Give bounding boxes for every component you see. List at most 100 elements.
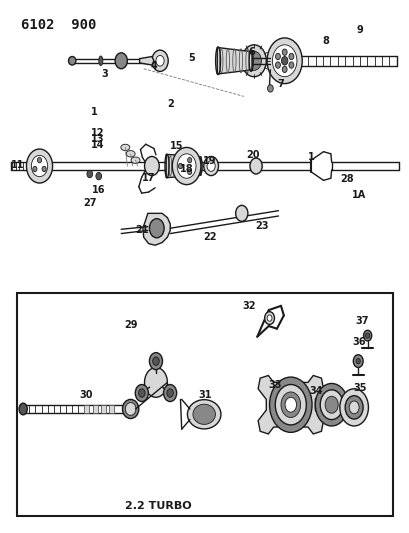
Ellipse shape [187, 400, 220, 429]
Circle shape [163, 384, 176, 401]
Circle shape [135, 384, 148, 401]
Text: 30: 30 [80, 390, 93, 400]
Circle shape [281, 66, 286, 72]
Polygon shape [217, 47, 252, 74]
Text: 1: 1 [91, 107, 98, 117]
Circle shape [280, 392, 300, 417]
Text: 11: 11 [11, 160, 25, 171]
Text: 2: 2 [166, 99, 173, 109]
Circle shape [187, 157, 191, 163]
Circle shape [249, 158, 262, 174]
Circle shape [348, 401, 358, 414]
Circle shape [246, 51, 261, 70]
Circle shape [149, 219, 164, 238]
Circle shape [151, 50, 168, 71]
Circle shape [275, 53, 280, 60]
Circle shape [42, 166, 46, 172]
Circle shape [319, 390, 342, 419]
Text: 6: 6 [248, 47, 255, 57]
Text: 16: 16 [92, 185, 105, 195]
Circle shape [178, 164, 182, 168]
Circle shape [284, 397, 296, 412]
Circle shape [172, 148, 200, 184]
Text: 2.2 TURBO: 2.2 TURBO [124, 500, 191, 511]
Text: 37: 37 [355, 316, 368, 326]
Circle shape [177, 154, 196, 178]
Circle shape [266, 315, 271, 321]
Text: 34: 34 [309, 386, 322, 397]
Text: 33: 33 [268, 379, 281, 390]
Text: 36: 36 [352, 337, 365, 347]
Circle shape [365, 333, 369, 338]
Text: 5: 5 [188, 53, 195, 62]
Circle shape [155, 55, 164, 66]
Circle shape [264, 312, 274, 325]
Text: 19: 19 [202, 156, 216, 166]
Text: 31: 31 [198, 390, 211, 400]
Text: 35: 35 [353, 383, 366, 393]
Circle shape [203, 157, 218, 175]
Text: 21: 21 [135, 225, 148, 236]
Circle shape [272, 45, 296, 77]
Text: 32: 32 [242, 301, 255, 311]
Circle shape [315, 383, 347, 426]
Ellipse shape [122, 399, 139, 418]
Circle shape [353, 355, 362, 368]
Circle shape [274, 384, 306, 425]
Circle shape [144, 368, 167, 397]
Ellipse shape [19, 403, 27, 415]
Polygon shape [139, 56, 153, 65]
Polygon shape [143, 213, 170, 245]
Text: 23: 23 [255, 221, 268, 231]
Circle shape [266, 38, 301, 84]
Circle shape [144, 157, 159, 175]
Bar [92, 405, 97, 413]
Circle shape [207, 161, 215, 171]
Circle shape [152, 357, 159, 366]
Text: 1A: 1A [351, 190, 366, 200]
Ellipse shape [99, 56, 103, 66]
Text: 7: 7 [276, 79, 283, 89]
Text: 12: 12 [91, 127, 104, 138]
Ellipse shape [68, 56, 76, 65]
Circle shape [31, 156, 47, 176]
Text: 8: 8 [321, 36, 328, 46]
Circle shape [187, 169, 191, 174]
Circle shape [138, 389, 145, 397]
Bar [101, 405, 106, 413]
Circle shape [149, 353, 162, 369]
Circle shape [267, 85, 272, 92]
Bar [17, 293, 392, 516]
Text: 3: 3 [101, 69, 108, 79]
Circle shape [96, 172, 101, 180]
Ellipse shape [193, 404, 215, 424]
Text: 27: 27 [83, 198, 96, 208]
Circle shape [355, 359, 360, 364]
Circle shape [26, 149, 52, 183]
Bar [109, 405, 114, 413]
Circle shape [37, 157, 41, 163]
Circle shape [363, 330, 371, 341]
Ellipse shape [126, 151, 135, 157]
Bar [84, 405, 89, 413]
Text: 9: 9 [356, 25, 363, 35]
Text: 4: 4 [150, 61, 157, 70]
Text: 18: 18 [180, 164, 193, 174]
Polygon shape [166, 155, 200, 177]
Polygon shape [288, 54, 294, 68]
Circle shape [269, 377, 311, 432]
Text: 22: 22 [202, 232, 216, 243]
Ellipse shape [131, 157, 140, 164]
Circle shape [235, 205, 247, 221]
Text: 15: 15 [169, 141, 183, 151]
Circle shape [275, 62, 280, 68]
Circle shape [87, 170, 92, 177]
Circle shape [115, 53, 127, 69]
Text: 6102  900: 6102 900 [21, 18, 96, 31]
Text: 14: 14 [91, 140, 104, 150]
Ellipse shape [121, 144, 130, 151]
Circle shape [339, 389, 368, 426]
Circle shape [288, 53, 293, 60]
Text: 28: 28 [339, 174, 353, 184]
Circle shape [344, 395, 362, 419]
